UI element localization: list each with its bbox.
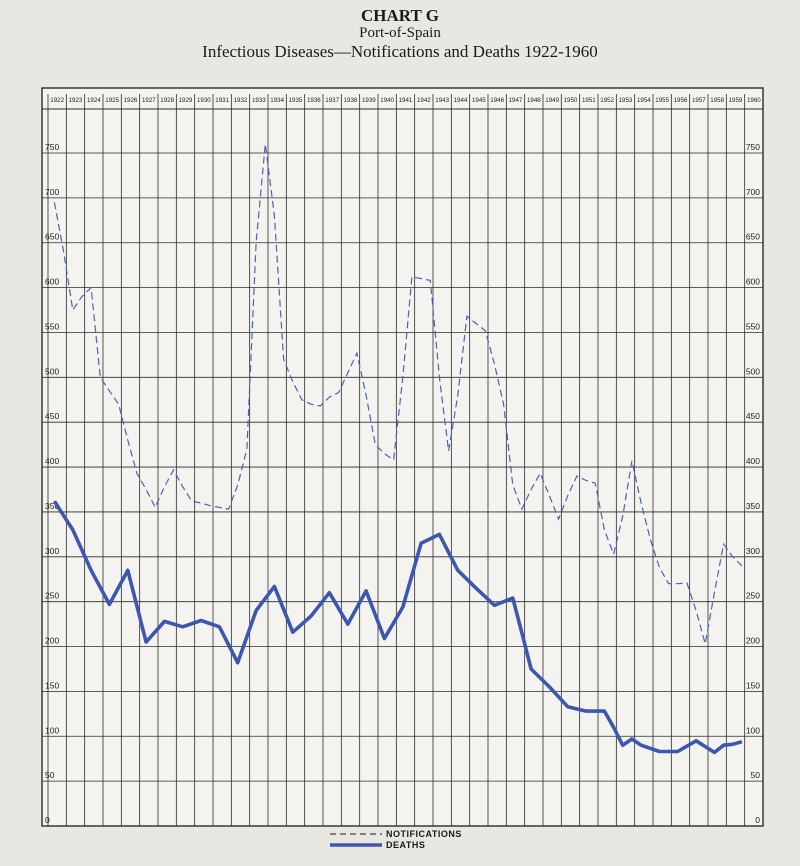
- legend-notifications-label: NOTIFICATIONS: [386, 828, 462, 839]
- y-tick-label-right: 300: [746, 546, 760, 556]
- year-label: 1943: [435, 97, 449, 104]
- notifications-line: [53, 143, 743, 644]
- chart-legend: NOTIFICATIONS DEATHS: [330, 828, 462, 850]
- y-tick-label-left: 450: [45, 411, 59, 421]
- y-tick-label-left: 400: [45, 456, 59, 466]
- year-label: 1946: [490, 97, 504, 104]
- y-tick-label-left: 50: [45, 770, 55, 780]
- year-label: 1933: [252, 97, 266, 104]
- year-label: 1929: [179, 97, 193, 104]
- y-tick-label-right: 650: [746, 232, 760, 242]
- y-tick-label-left: 200: [45, 636, 59, 646]
- year-label: 1947: [509, 97, 523, 104]
- year-label: 1952: [600, 97, 614, 104]
- year-label: 1958: [710, 97, 724, 104]
- y-tick-label-right: 250: [746, 591, 760, 601]
- year-label: 1955: [655, 97, 669, 104]
- y-tick-label-right: 50: [751, 770, 761, 780]
- y-tick-label-right: 400: [746, 456, 760, 466]
- year-label: 1925: [105, 97, 119, 104]
- year-label: 1940: [380, 97, 394, 104]
- year-label: 1941: [399, 97, 413, 104]
- y-tick-label-left: 750: [45, 142, 59, 152]
- year-label: 1960: [747, 97, 761, 104]
- y-tick-label-right: 750: [746, 142, 760, 152]
- year-label: 1934: [270, 97, 284, 104]
- y-tick-label-right: 600: [746, 277, 760, 287]
- deaths-line: [52, 500, 743, 755]
- year-label: 1928: [160, 97, 174, 104]
- chart-titles: CHART G Port-of-Spain Infectious Disease…: [0, 6, 800, 62]
- y-tick-label-left: 500: [45, 366, 59, 376]
- y-tick-label-right: 150: [746, 680, 760, 690]
- legend-deaths-label: DEATHS: [386, 839, 426, 850]
- year-label: 1930: [197, 97, 211, 104]
- y-tick-label-left: 150: [45, 680, 59, 690]
- chart-label: CHART G: [361, 6, 439, 25]
- year-label: 1939: [362, 97, 376, 104]
- legend-solid-swatch: [330, 842, 382, 847]
- year-label: 1931: [215, 97, 229, 104]
- chart-title: Infectious Diseases—Notifications and De…: [202, 42, 598, 61]
- y-tick-label-left: 600: [45, 277, 59, 287]
- year-label: 1927: [142, 97, 156, 104]
- y-tick-label-right: 100: [746, 725, 760, 735]
- year-label: 1924: [87, 97, 101, 104]
- year-label: 1936: [307, 97, 321, 104]
- year-label: 1959: [729, 97, 743, 104]
- year-label: 1922: [50, 97, 64, 104]
- year-label: 1937: [325, 97, 339, 104]
- year-label: 1923: [69, 97, 83, 104]
- y-tick-label-right: 350: [746, 501, 760, 511]
- y-tick-label-right: 550: [746, 321, 760, 331]
- year-label: 1953: [619, 97, 633, 104]
- year-label: 1945: [472, 97, 486, 104]
- y-tick-label-left: 700: [45, 187, 59, 197]
- y-tick-label-left: 350: [45, 501, 59, 511]
- year-label: 1944: [454, 97, 468, 104]
- y-tick-label-right: 500: [746, 366, 760, 376]
- chart-frame: [41, 87, 764, 827]
- y-tick-label-right: 200: [746, 636, 760, 646]
- y-tick-label-left: 300: [45, 546, 59, 556]
- year-label: 1932: [234, 97, 248, 104]
- legend-notifications: NOTIFICATIONS: [330, 828, 462, 839]
- legend-deaths: DEATHS: [330, 839, 462, 850]
- y-tick-label-left: 250: [45, 591, 59, 601]
- year-label: 1951: [582, 97, 596, 104]
- y-tick-label-right: 700: [746, 187, 760, 197]
- y-tick-label-left: 550: [45, 321, 59, 331]
- year-label: 1950: [564, 97, 578, 104]
- legend-dashed-swatch: [330, 832, 382, 835]
- y-tick-label-right: 450: [746, 411, 760, 421]
- year-label: 1938: [344, 97, 358, 104]
- year-label: 1948: [527, 97, 541, 104]
- year-label: 1954: [637, 97, 651, 104]
- year-label: 1949: [545, 97, 559, 104]
- year-label: 1942: [417, 97, 431, 104]
- year-label: 1957: [692, 97, 706, 104]
- y-tick-label-right: 0: [755, 815, 760, 825]
- chart-place: Port-of-Spain: [359, 25, 441, 41]
- year-label: 1956: [674, 97, 688, 104]
- year-label: 1926: [124, 97, 138, 104]
- year-label: 1935: [289, 97, 303, 104]
- y-tick-label-left: 100: [45, 725, 59, 735]
- y-tick-label-left: 0: [45, 815, 50, 825]
- y-tick-label-left: 650: [45, 232, 59, 242]
